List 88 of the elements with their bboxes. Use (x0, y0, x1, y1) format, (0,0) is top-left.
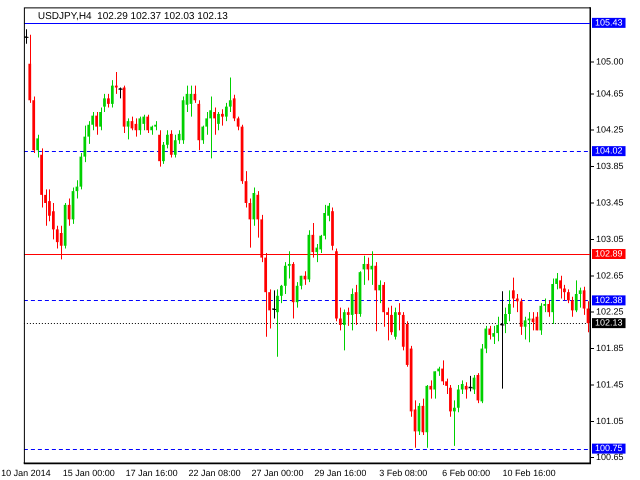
ref-line-label: 102.13 (595, 318, 623, 328)
candlestick (516, 293, 519, 313)
candlestick (504, 307, 507, 334)
x-tick-label: 22 Jan 08:00 (188, 468, 241, 478)
candlestick (110, 80, 114, 108)
candlestick (528, 312, 530, 343)
candlestick (472, 374, 476, 395)
candlestick (346, 307, 350, 326)
candlestick (166, 130, 169, 149)
candlestick (567, 288, 570, 304)
x-tick-label: 27 Jan 00:00 (251, 468, 304, 478)
candlestick (342, 308, 346, 351)
y-tick-label: 101.05 (596, 416, 624, 426)
candlestick (224, 102, 228, 122)
candlestick (366, 257, 370, 281)
ref-line-label: 104.02 (595, 146, 623, 156)
candlestick (174, 134, 177, 158)
candlestick (232, 94, 236, 122)
candlestick (559, 275, 562, 300)
candlestick (228, 76, 232, 113)
y-tick-label: 102.65 (596, 270, 624, 280)
candlestick (107, 93, 110, 108)
candlestick (456, 384, 460, 413)
candlestick (134, 118, 138, 138)
candlestick (142, 114, 146, 131)
candlestick (190, 85, 192, 118)
candlestick (99, 106, 102, 131)
y-tick-label: 105.00 (596, 56, 624, 66)
y-tick-label: 102.25 (596, 306, 624, 317)
x-tick-label: 6 Feb 00:00 (442, 468, 490, 478)
chart-title: USDJPY,H4 102.29 102.37 102.03 102.13 (38, 11, 228, 22)
candlestick (162, 142, 165, 164)
x-tick-label: 29 Jan 16:00 (314, 468, 366, 478)
y-tick-label: 100.65 (596, 452, 624, 462)
candlestick (532, 312, 534, 331)
candlestick (460, 380, 464, 395)
candlestick (221, 108, 224, 126)
y-tick-label: 101.45 (596, 379, 624, 390)
x-tick-label: 3 Feb 08:00 (379, 468, 428, 478)
ref-line-label: 102.38 (595, 294, 623, 305)
candlestick (452, 400, 456, 446)
candlestick (350, 288, 354, 331)
candlestick (433, 370, 436, 400)
y-tick-label: 104.65 (596, 88, 624, 98)
candlestick (130, 116, 134, 131)
x-tick-label: 17 Jan 16:00 (126, 468, 178, 478)
candlestick (288, 250, 291, 280)
x-tick-label: 10 Feb 16:00 (502, 468, 556, 478)
candlestick (362, 255, 366, 286)
candlestick (276, 288, 279, 358)
candlestick (304, 270, 306, 286)
candlestick (217, 112, 220, 131)
y-tick-label: 103.05 (596, 234, 624, 244)
y-tick-label: 103.85 (596, 161, 624, 172)
candlestick (146, 114, 150, 134)
candlestick (126, 118, 130, 140)
candlestick (170, 130, 173, 158)
candlestick (398, 302, 401, 331)
y-tick-label: 104.25 (596, 124, 624, 135)
candlestick (441, 360, 444, 386)
candlestick (437, 366, 440, 376)
candlestick (496, 316, 499, 342)
candlestick (103, 93, 106, 113)
y-tick-label: 103.45 (596, 197, 624, 208)
candlestick (154, 120, 157, 131)
x-tick-label: 10 Jan 2014 (1, 468, 51, 478)
ref-line-label: 100.75 (595, 443, 623, 454)
candlestick (378, 280, 382, 304)
candlestick (338, 307, 342, 331)
candlestick (488, 325, 492, 340)
candlestick (574, 280, 578, 313)
ref-line-label: 102.89 (595, 248, 623, 258)
candlestick (209, 96, 212, 159)
candlestick (280, 284, 283, 304)
candlestick (354, 284, 358, 326)
candlestick (508, 290, 511, 322)
candlestick (52, 202, 55, 240)
candlestick (68, 198, 70, 226)
candlestick (570, 296, 574, 318)
x-tick-label: 15 Jan 00:00 (62, 468, 115, 478)
candlestick (95, 112, 98, 136)
candlestick (213, 106, 216, 136)
candlestick (284, 262, 287, 294)
candlestick (194, 85, 196, 104)
y-tick-label: 101.85 (596, 343, 624, 354)
candlestick (536, 312, 538, 331)
candlestick (114, 71, 118, 94)
ref-line-label: 105.43 (595, 17, 623, 28)
